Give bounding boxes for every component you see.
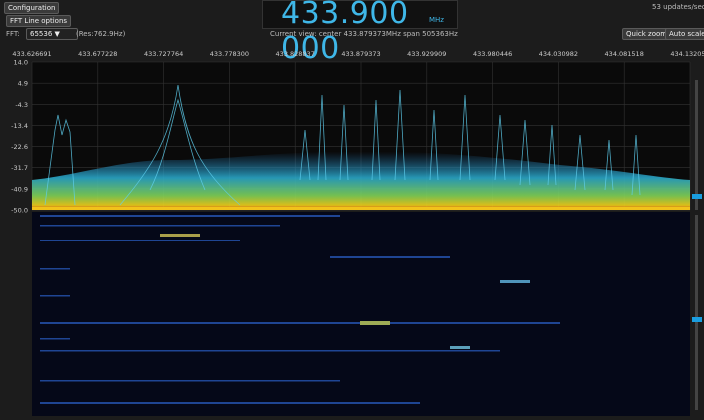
db-label: 4.9 bbox=[18, 80, 28, 88]
freq-label: 434.030982 bbox=[539, 50, 578, 58]
freq-label: 433.778300 bbox=[210, 50, 249, 58]
fft-label: FFT: bbox=[6, 30, 20, 38]
freq-label: 434.132054 bbox=[670, 50, 704, 58]
waterfall-slider[interactable] bbox=[695, 215, 698, 410]
quick-zoom-button[interactable]: Quick zoom bbox=[622, 28, 672, 40]
fft-line-options-button[interactable]: FFT Line options bbox=[6, 15, 72, 27]
freq-label: 434.081518 bbox=[605, 50, 644, 58]
configuration-button[interactable]: Configuration bbox=[4, 2, 60, 14]
fft-size-select[interactable]: 65536 ▼ bbox=[26, 28, 78, 40]
db-label: -4.3 bbox=[15, 101, 28, 109]
waterfall-streaks bbox=[40, 215, 560, 404]
freq-label: 433.828837 bbox=[276, 50, 315, 58]
freq-label: 433.929909 bbox=[407, 50, 446, 58]
fft-size: 65536 bbox=[30, 30, 53, 38]
signal-peaks bbox=[44, 84, 641, 206]
updates-rate: 53 updates/sec bbox=[652, 3, 704, 11]
freq-label: 433.879373 bbox=[341, 50, 380, 58]
freq-label: 433.727764 bbox=[144, 50, 183, 58]
db-label: -22.6 bbox=[11, 143, 28, 151]
floor-line bbox=[32, 207, 690, 210]
auto-scale-button[interactable]: Auto scale bbox=[665, 28, 704, 40]
resolution: (Res:762.9Hz) bbox=[76, 30, 126, 38]
view-info: Current view: center 433.879373MHz span … bbox=[270, 30, 458, 38]
frequency-unit: MHz bbox=[429, 16, 444, 24]
db-label: -31.7 bbox=[11, 164, 28, 172]
waterfall bbox=[32, 212, 690, 416]
db-label: -40.9 bbox=[11, 185, 28, 193]
freq-label: 433.626691 bbox=[12, 50, 51, 58]
range-handle[interactable] bbox=[692, 194, 702, 199]
spectrum-view: 433.626691 433.677228 433.727764 433.778300… bbox=[11, 50, 704, 416]
db-label: -50.0 bbox=[11, 207, 28, 215]
frequency-display[interactable]: 433.900 000 MHz bbox=[262, 0, 458, 66]
db-label: -13.4 bbox=[11, 122, 28, 130]
freq-label: 433.677228 bbox=[78, 50, 117, 58]
range-slider[interactable] bbox=[695, 80, 698, 210]
frequency: 433.900 000 bbox=[281, 0, 409, 66]
db-label: 14.0 bbox=[14, 59, 28, 67]
freq-label: 433.980446 bbox=[473, 50, 512, 58]
waterfall-handle[interactable] bbox=[692, 317, 702, 322]
